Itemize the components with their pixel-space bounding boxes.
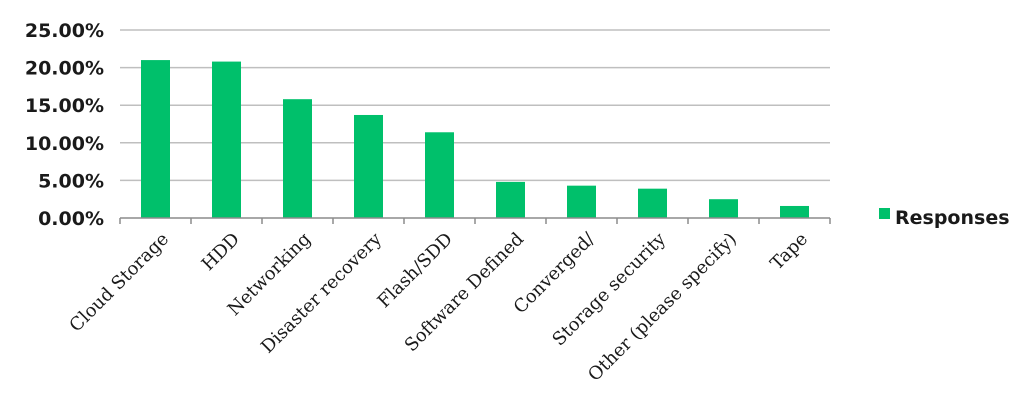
x-tick-label: Cloud Storage [65, 229, 173, 337]
legend-swatch-responses [879, 208, 890, 219]
bar [212, 61, 241, 218]
bars [141, 60, 809, 218]
bar [709, 199, 738, 218]
bar [567, 185, 596, 218]
bar [638, 188, 667, 218]
legend-label-responses: Responses [895, 207, 1010, 229]
x-tick-label: Other (please specify) [584, 229, 741, 386]
bar [141, 60, 170, 218]
x-axis [119, 217, 831, 224]
legend: Responses [879, 207, 1010, 229]
x-tick-label: HDD [198, 229, 244, 275]
x-tick-label: Disaster recovery [257, 228, 387, 358]
bar [496, 181, 525, 218]
y-tick-label: 20.00% [25, 58, 104, 80]
y-tick-label: 5.00% [38, 170, 104, 192]
bar [354, 114, 383, 218]
bar [780, 205, 809, 218]
y-tick-label: 10.00% [25, 133, 104, 155]
x-tick-label: Tape [766, 229, 812, 275]
y-tick-label: 25.00% [25, 20, 104, 42]
bar [425, 132, 454, 218]
y-tick-label: 0.00% [38, 208, 104, 230]
y-axis-tick-labels: 0.00% 5.00% 10.00% 15.00% 20.00% 25.00% [25, 20, 104, 230]
bar [283, 99, 312, 218]
y-tick-label: 15.00% [25, 95, 104, 117]
x-tick-label: Software Defined [401, 229, 528, 356]
